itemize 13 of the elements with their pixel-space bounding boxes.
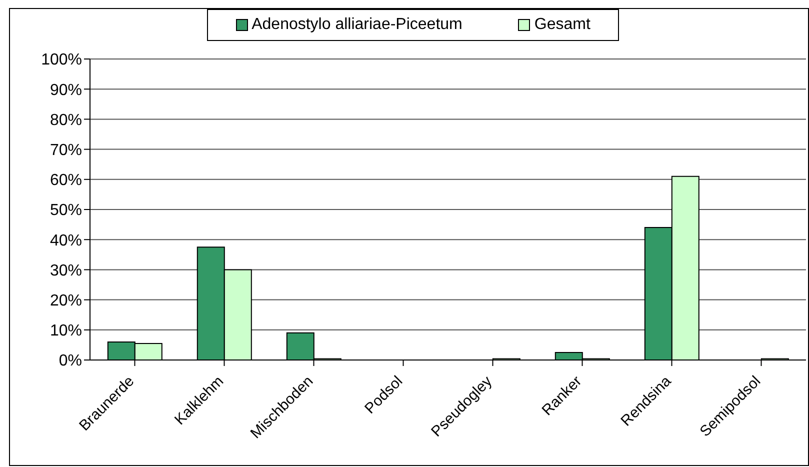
y-tick-label: 10% [50, 322, 82, 340]
y-tick-label: 80% [50, 112, 82, 129]
y-tick-label: 40% [50, 232, 82, 250]
y-tick-label: 30% [50, 262, 82, 280]
legend-label: Gesamt [533, 16, 590, 34]
y-tick-label: 0% [58, 352, 82, 370]
legend-label: Adenostylo alliariae-Piceetum [250, 16, 462, 34]
y-tick-label: 50% [50, 202, 82, 220]
y-tick-label: 100% [41, 52, 82, 69]
y-tick-label: 90% [50, 82, 82, 99]
y-tick-label: 60% [50, 172, 82, 190]
y-tick-label: 20% [50, 292, 82, 310]
y-tick-label: 70% [50, 142, 82, 159]
